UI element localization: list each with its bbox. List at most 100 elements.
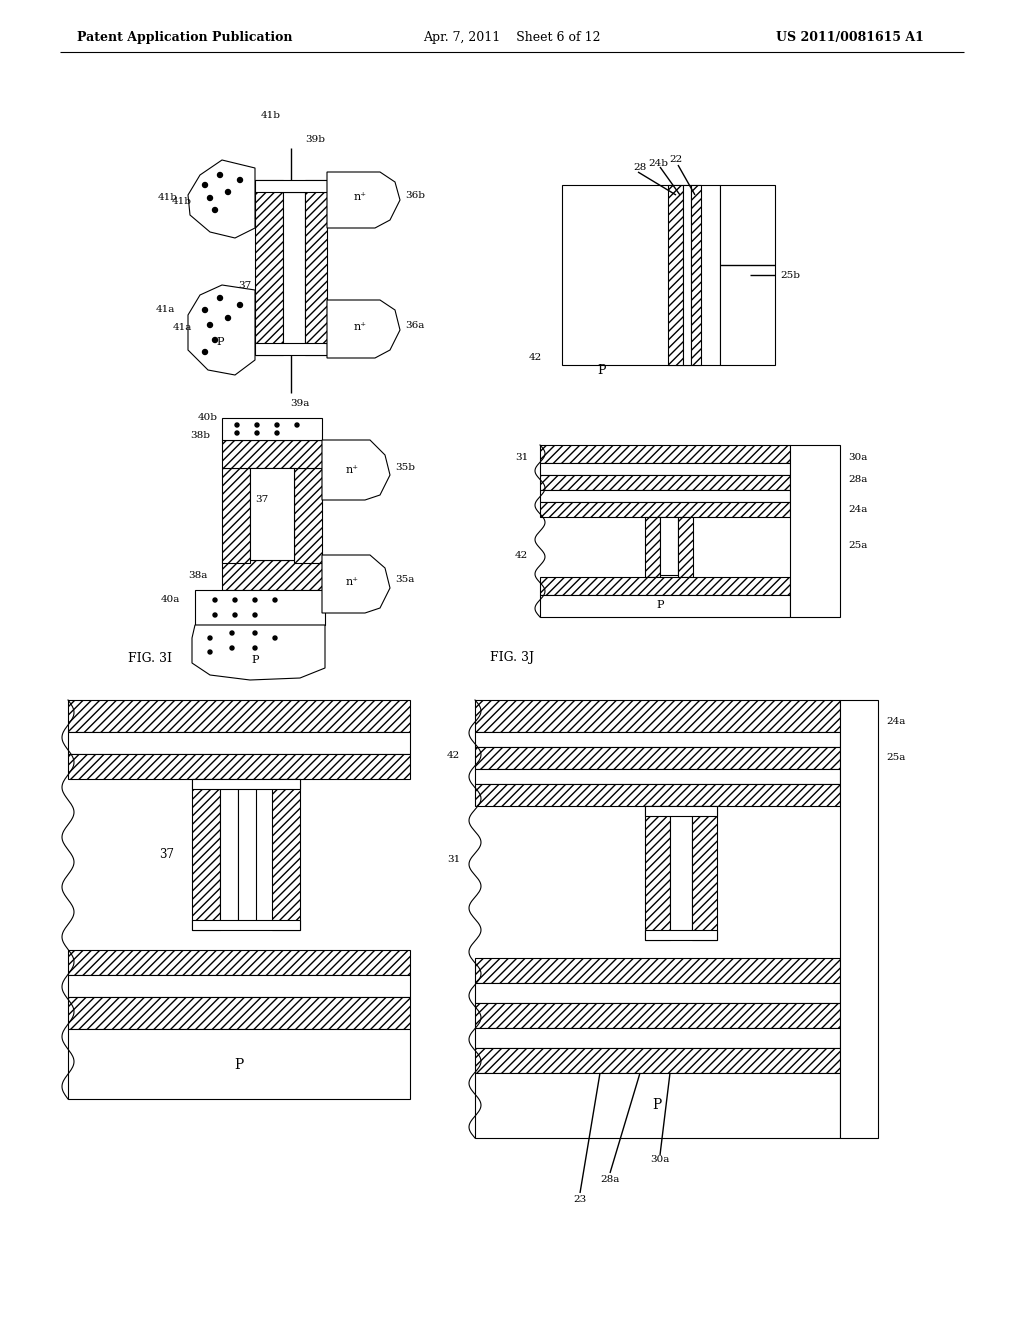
- Bar: [68, 950, 410, 975]
- Text: 24a: 24a: [886, 718, 905, 726]
- Bar: [475, 958, 840, 983]
- Bar: [475, 784, 840, 807]
- Polygon shape: [188, 160, 255, 238]
- Circle shape: [255, 422, 259, 426]
- Circle shape: [225, 315, 230, 321]
- Bar: [683, 185, 691, 366]
- Text: 28: 28: [634, 164, 646, 173]
- Text: 40b: 40b: [198, 413, 218, 422]
- Bar: [305, 180, 327, 355]
- Bar: [475, 733, 840, 747]
- Bar: [645, 931, 717, 940]
- Bar: [540, 463, 790, 475]
- Text: n⁺: n⁺: [345, 465, 358, 475]
- Bar: [645, 807, 670, 940]
- Polygon shape: [193, 624, 325, 680]
- Bar: [294, 469, 322, 564]
- Text: 23: 23: [573, 1196, 587, 1204]
- Bar: [222, 560, 322, 590]
- Text: n⁺: n⁺: [353, 322, 367, 333]
- Bar: [68, 997, 410, 1030]
- Circle shape: [208, 636, 212, 640]
- Bar: [222, 418, 322, 440]
- Bar: [790, 445, 840, 616]
- Text: 28a: 28a: [848, 475, 867, 484]
- Text: 42: 42: [528, 354, 542, 363]
- Text: 38b: 38b: [190, 430, 210, 440]
- Circle shape: [295, 422, 299, 426]
- Text: 31: 31: [515, 453, 528, 462]
- Text: 36a: 36a: [406, 321, 424, 330]
- Text: P: P: [251, 655, 259, 665]
- Bar: [250, 469, 294, 560]
- Circle shape: [273, 636, 278, 640]
- Bar: [660, 517, 678, 576]
- Text: FIG. 3J: FIG. 3J: [490, 652, 534, 664]
- Bar: [475, 1028, 840, 1048]
- Text: P: P: [234, 1059, 244, 1072]
- Circle shape: [230, 645, 234, 649]
- Circle shape: [208, 649, 212, 653]
- Text: 25a: 25a: [886, 754, 905, 763]
- Circle shape: [230, 631, 234, 635]
- Bar: [692, 807, 717, 940]
- Polygon shape: [327, 172, 400, 228]
- Circle shape: [208, 322, 213, 327]
- Bar: [68, 1030, 410, 1100]
- Text: FIG. 3I: FIG. 3I: [128, 652, 172, 664]
- Text: Patent Application Publication: Patent Application Publication: [77, 32, 293, 45]
- Text: US 2011/0081615 A1: US 2011/0081615 A1: [776, 32, 924, 45]
- Bar: [255, 180, 327, 191]
- Circle shape: [253, 612, 257, 616]
- Text: 39a: 39a: [291, 399, 309, 408]
- Bar: [475, 983, 840, 1003]
- Text: 28a: 28a: [600, 1176, 620, 1184]
- Circle shape: [238, 177, 243, 182]
- Bar: [255, 343, 327, 355]
- Bar: [195, 590, 325, 624]
- Circle shape: [253, 645, 257, 649]
- Bar: [475, 1003, 840, 1028]
- Circle shape: [253, 631, 257, 635]
- Bar: [645, 807, 717, 816]
- Text: 30a: 30a: [848, 453, 867, 462]
- Text: 35a: 35a: [395, 576, 415, 585]
- Text: 22: 22: [670, 156, 683, 165]
- Bar: [475, 1048, 840, 1073]
- Circle shape: [275, 432, 279, 436]
- Bar: [540, 595, 790, 616]
- Bar: [540, 502, 790, 517]
- Text: 41a: 41a: [156, 305, 175, 314]
- Polygon shape: [322, 440, 390, 500]
- Circle shape: [233, 598, 237, 602]
- Bar: [193, 779, 300, 789]
- Bar: [222, 469, 250, 564]
- Bar: [720, 185, 775, 366]
- Text: 40a: 40a: [161, 595, 180, 605]
- Circle shape: [203, 182, 208, 187]
- Bar: [475, 770, 840, 784]
- Text: 31: 31: [446, 855, 460, 865]
- Text: n⁺: n⁺: [353, 191, 367, 202]
- Text: 25a: 25a: [848, 540, 867, 549]
- Bar: [691, 185, 701, 366]
- Circle shape: [213, 598, 217, 602]
- Text: P: P: [598, 363, 606, 376]
- Bar: [475, 747, 840, 770]
- Text: 42: 42: [515, 550, 528, 560]
- Text: 41b: 41b: [261, 111, 281, 120]
- Circle shape: [253, 598, 257, 602]
- Circle shape: [217, 173, 222, 177]
- Circle shape: [234, 432, 239, 436]
- Text: 24b: 24b: [648, 158, 668, 168]
- Circle shape: [255, 432, 259, 436]
- Circle shape: [213, 338, 217, 342]
- Text: P: P: [216, 337, 224, 347]
- Bar: [68, 975, 410, 997]
- Bar: [193, 920, 300, 931]
- Text: 42: 42: [446, 751, 460, 759]
- Circle shape: [233, 612, 237, 616]
- Text: P: P: [656, 601, 664, 610]
- Text: 39b: 39b: [305, 136, 325, 144]
- Circle shape: [213, 612, 217, 616]
